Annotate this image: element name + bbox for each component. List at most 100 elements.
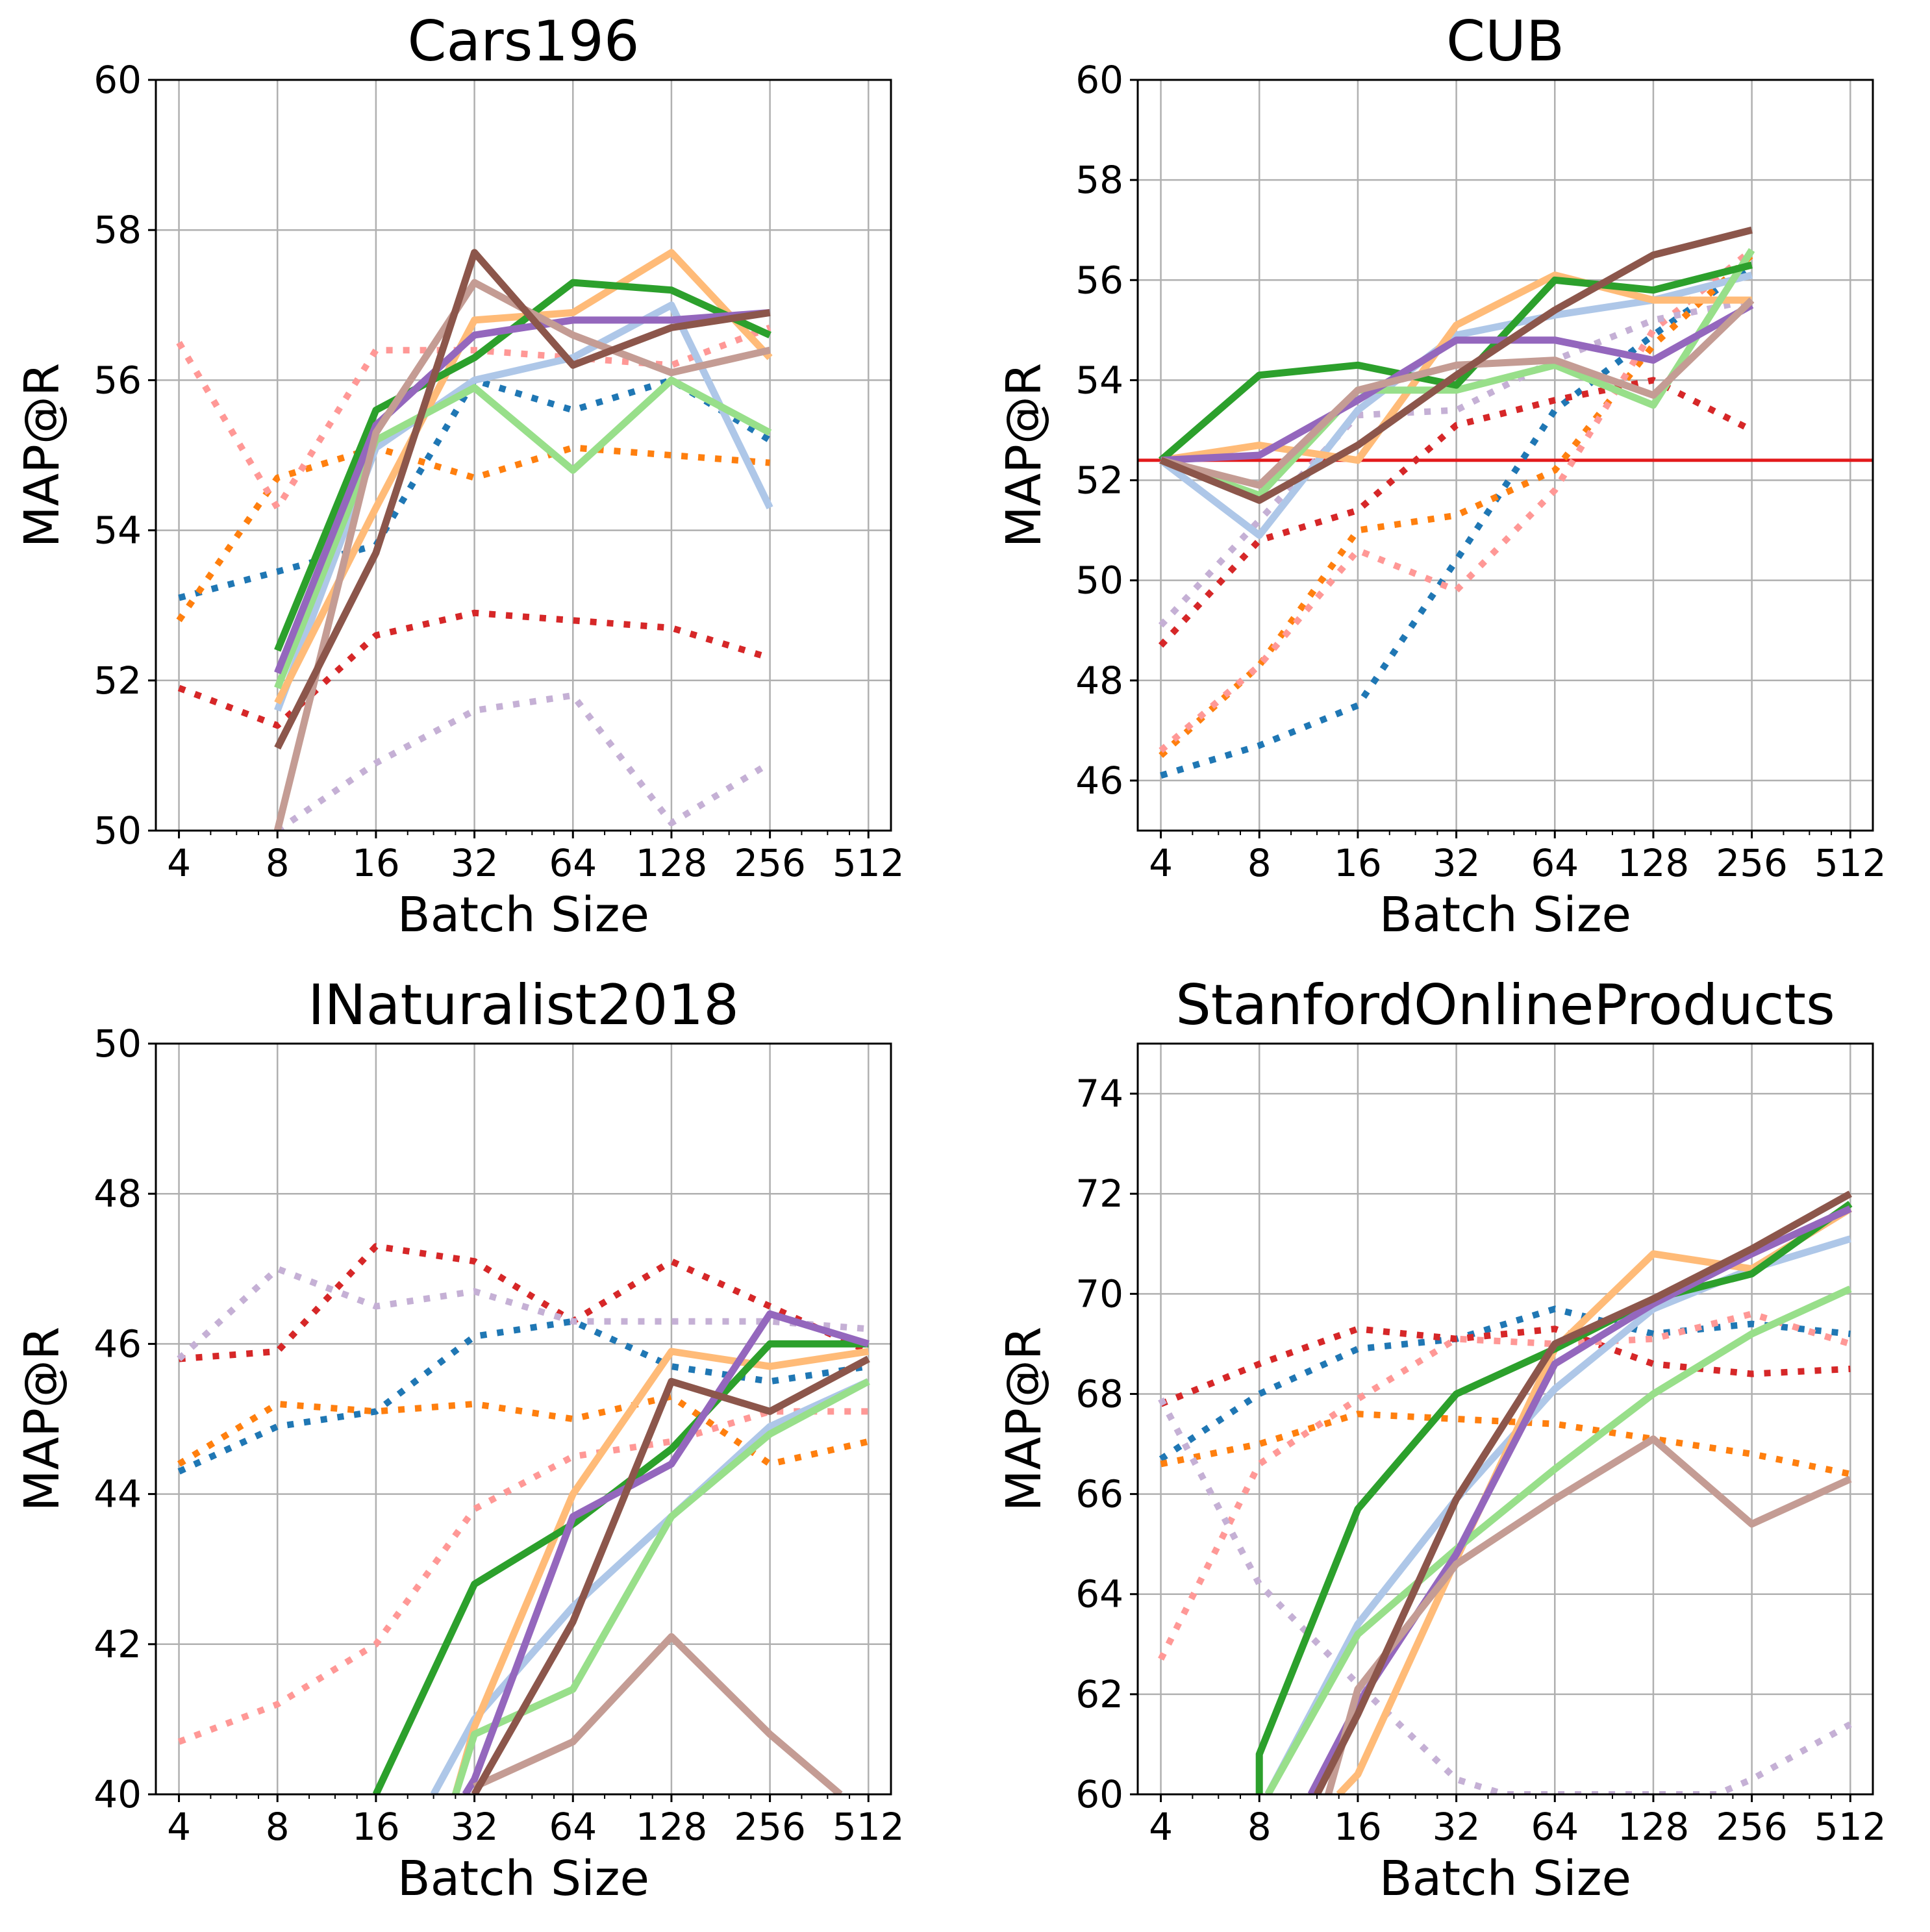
x-tick-label: 512 xyxy=(1814,841,1886,885)
x-tick-label: 256 xyxy=(1716,841,1788,885)
x-tick-label: 16 xyxy=(352,841,400,885)
series-line-dotted-red xyxy=(1159,1325,1851,1407)
plot-frame xyxy=(1136,1042,1874,1796)
x-axis-label: Batch Size xyxy=(1379,1851,1631,1907)
x-tick-label: 128 xyxy=(1618,1805,1690,1849)
y-tick-label: 50 xyxy=(94,1022,142,1066)
series-line-solid-lightorange xyxy=(1336,1205,1853,1794)
x-tick-label: 4 xyxy=(167,1805,191,1849)
x-tick-label: 256 xyxy=(734,1805,806,1849)
series-line-dotted-pink xyxy=(176,324,771,511)
series-line-solid-lightgreen xyxy=(1159,248,1755,499)
y-tick-label: 46 xyxy=(1075,759,1123,803)
x-tick-label: 8 xyxy=(1247,1805,1272,1849)
x-tick-label: 8 xyxy=(266,1805,290,1849)
x-tick-label: 512 xyxy=(1814,1805,1886,1849)
series-line-dotted-pink xyxy=(177,1408,869,1745)
plot-frame xyxy=(155,1042,892,1796)
x-tick-label: 512 xyxy=(833,841,905,885)
series-group xyxy=(1138,226,1873,779)
chart-title: INaturalist2018 xyxy=(308,973,739,1038)
y-tick-label: 52 xyxy=(1075,458,1123,503)
y-tick-label: 54 xyxy=(94,508,142,553)
series-line-solid-green xyxy=(1159,261,1753,463)
y-tick-label: 46 xyxy=(94,1322,142,1366)
series-line-dotted-lavender xyxy=(177,1265,869,1362)
x-tick-label: 4 xyxy=(1149,1805,1173,1849)
series-line-solid-purple xyxy=(1160,301,1754,464)
series-line-solid-rosybrown xyxy=(1160,297,1755,489)
x-tick-label: 256 xyxy=(1716,1805,1788,1849)
series-line-solid-rosybrown xyxy=(1325,1435,1852,1794)
x-tick-label: 16 xyxy=(1334,1805,1382,1849)
chart-title: CUB xyxy=(1446,9,1564,74)
series-line-solid-brown xyxy=(274,249,771,750)
panel-stanford-online-products: 4 8 16 32 64 128 256 512 60 62 64 66 68 70 72 74 Stanfor… xyxy=(996,973,1886,1907)
series-line-solid-lightblue xyxy=(430,1378,870,1794)
y-tick-label: 56 xyxy=(1075,258,1123,302)
series-line-dotted-lavender xyxy=(1158,1397,1852,1794)
y-tick-label: 50 xyxy=(1075,558,1123,603)
series-line-solid-brown xyxy=(471,1355,870,1794)
series-line-solid-green xyxy=(274,279,771,652)
x-tick-label: 64 xyxy=(1531,1805,1579,1849)
chart-title: Cars196 xyxy=(407,9,639,74)
series-group xyxy=(1158,1190,1853,1794)
series-line-solid-brown xyxy=(1159,226,1753,504)
series-line-solid-purple xyxy=(274,308,771,675)
x-tick-label: 128 xyxy=(1618,841,1690,885)
y-tick-label: 42 xyxy=(94,1622,142,1666)
x-axis-label: Batch Size xyxy=(1379,887,1631,943)
x-tick-label: 4 xyxy=(1149,841,1173,885)
x-tick-label: 256 xyxy=(734,841,806,885)
y-tick-label: 52 xyxy=(94,659,142,703)
x-axis-label: Batch Size xyxy=(397,887,649,943)
x-tick-label: 8 xyxy=(1247,841,1272,885)
y-tick-label: 48 xyxy=(94,1172,142,1216)
x-tick-label: 32 xyxy=(1433,841,1481,885)
y-tick-label: 64 xyxy=(1075,1572,1123,1616)
y-tick-label: 72 xyxy=(1075,1172,1123,1216)
x-tick-label: 32 xyxy=(1433,1805,1481,1849)
series-group xyxy=(176,249,773,831)
series-line-dotted-red xyxy=(1158,377,1753,648)
x-tick-label: 512 xyxy=(833,1805,905,1849)
x-tick-label: 16 xyxy=(352,1805,400,1849)
series-line-dotted-lavender xyxy=(275,692,772,831)
x-tick-label: 64 xyxy=(1531,841,1579,885)
x-tick-label: 32 xyxy=(451,841,499,885)
y-tick-label: 68 xyxy=(1075,1372,1123,1416)
y-axis-label: MAP@R xyxy=(14,363,70,548)
plot-frame xyxy=(155,79,892,832)
y-tick-label: 44 xyxy=(94,1472,142,1516)
y-tick-label: 50 xyxy=(94,809,142,853)
series-line-dotted-orange xyxy=(177,1393,870,1468)
y-tick-label: 54 xyxy=(1075,358,1123,402)
x-tick-label: 64 xyxy=(549,841,597,885)
series-line-dotted-blue xyxy=(1160,262,1754,779)
series-line-solid-lightgreen xyxy=(452,1378,870,1794)
y-tick-label: 58 xyxy=(1075,158,1123,202)
series-line-dotted-red xyxy=(177,609,771,729)
x-tick-label: 16 xyxy=(1334,841,1382,885)
panel-cub: 4 8 16 32 64 128 256 5124648505254565860CUBBatc… xyxy=(996,9,1886,943)
series-line-solid-lightorange xyxy=(1160,271,1752,464)
x-tick-label: 4 xyxy=(167,841,191,885)
series-line-solid-purple xyxy=(462,1310,870,1794)
y-tick-label: 60 xyxy=(94,58,142,102)
series-line-dotted-pink xyxy=(1158,1311,1851,1661)
x-tick-label: 128 xyxy=(636,841,708,885)
series-line-solid-purple xyxy=(1307,1205,1852,1794)
plot-frame xyxy=(1136,79,1874,832)
series-line-dotted-red xyxy=(179,1243,870,1362)
x-tick-label: 128 xyxy=(636,1805,708,1849)
x-axis-label: Batch Size xyxy=(397,1851,649,1907)
y-axis-label: MAP@R xyxy=(996,1327,1052,1512)
series-line-solid-brown xyxy=(1314,1190,1852,1794)
y-tick-label: 66 xyxy=(1075,1472,1123,1516)
y-axis-label: MAP@R xyxy=(14,1327,70,1512)
x-tick-label: 8 xyxy=(266,841,290,885)
panel-inaturalist2018: 4 8 16 32 64 128 256 512404244464850INaturalist… xyxy=(14,973,905,1907)
series-group xyxy=(177,1243,870,1794)
